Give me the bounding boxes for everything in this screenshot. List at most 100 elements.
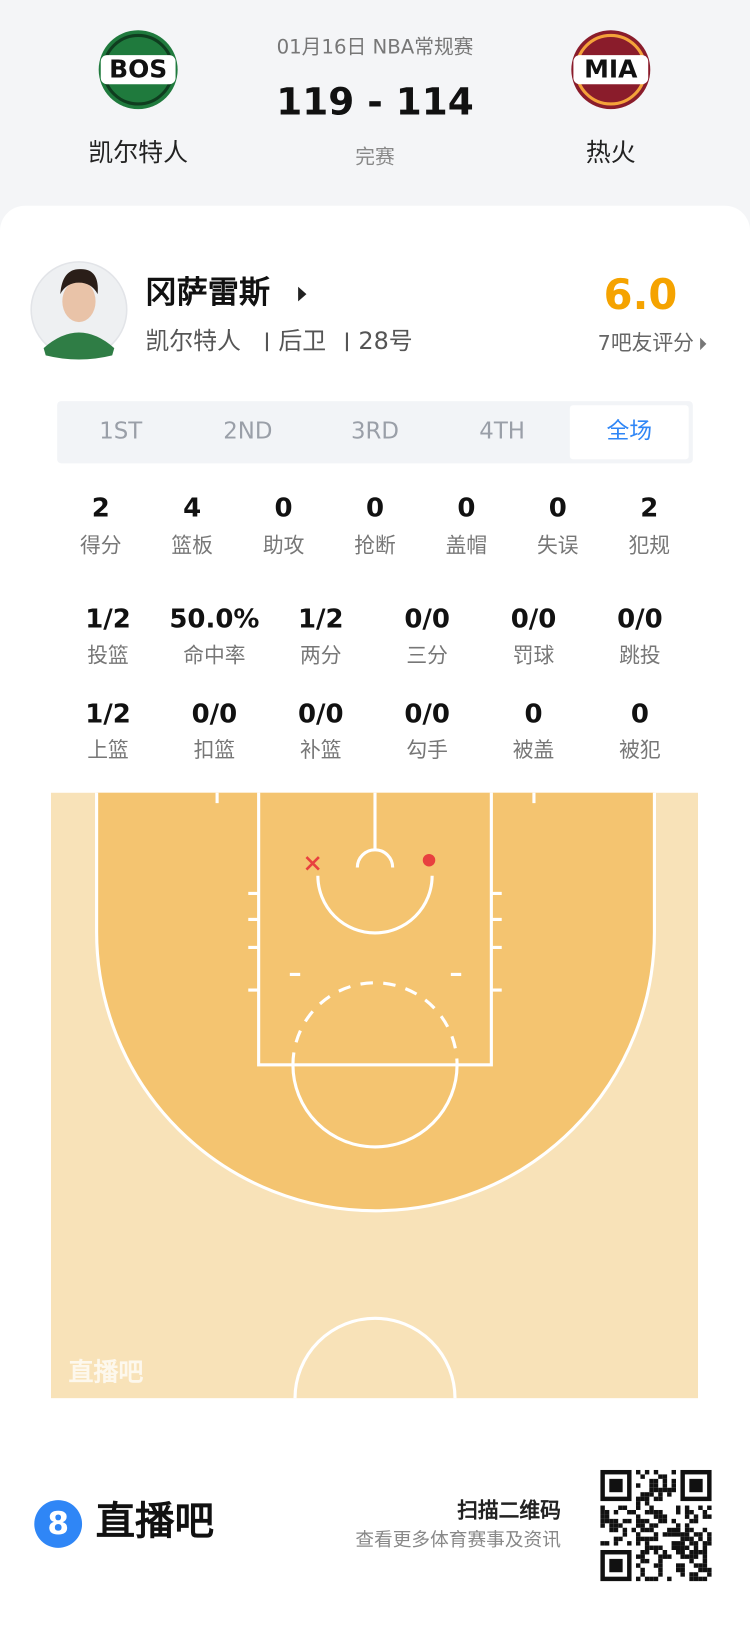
paint [257,792,493,1067]
stat-label: 被盖 [513,738,555,762]
tab[interactable]: 2ND [223,419,272,445]
shot-made [422,853,436,867]
qr-cell [675,1523,681,1528]
stat-label: 盖帽 [446,533,488,557]
tab[interactable]: 3RD [351,419,399,445]
qr-cell [649,1576,654,1582]
brand-logo [34,1500,83,1548]
qr-cell [640,1474,645,1479]
qr-cell [675,1545,681,1550]
qr-cell [702,1549,708,1555]
qr-cell [671,1518,676,1524]
tab[interactable]: 4TH [479,419,525,445]
team-logo-band [573,55,649,85]
qr-cell [671,1487,676,1493]
qr-cell [680,1554,685,1559]
qr-cell [609,1518,614,1524]
stat-label: 投篮 [87,644,129,668]
qr-cell [649,1505,654,1510]
player-name[interactable]: 冈萨雷斯 [145,275,270,311]
qr-cell [684,1514,690,1519]
stat-value: 0 [275,494,293,524]
score: 119 - 114 [276,79,474,123]
stat-value: 0 [549,494,567,524]
qr-cell [609,1523,614,1528]
qr-subtitle: 查看更多体育赛事及资讯 [355,1530,561,1551]
stat-label: 补篮 [300,738,342,762]
stat-value: 0 [457,494,475,524]
qr-cell [653,1487,659,1493]
player-team: 凯尔特人 [145,327,241,355]
qr-cell [649,1536,654,1542]
stat-label: 得分 [80,533,122,557]
qr-cell [662,1478,668,1484]
qr-cell [622,1527,628,1533]
qr-cell [680,1536,685,1542]
qr-cell [604,1509,610,1515]
qr-cell [644,1501,650,1506]
qr-cell [640,1572,645,1577]
qr-cell [649,1523,654,1528]
hash-marks [215,792,536,992]
qr-cell [689,1541,694,1546]
tab[interactable]: 1ST [99,419,143,445]
stat-label: 两分 [300,644,342,668]
qr-cell [671,1483,676,1488]
qr-cell [649,1509,654,1515]
qr-cell [702,1554,708,1559]
stat-label: 失误 [537,533,579,557]
qr-cell [662,1514,668,1519]
qr-finder-core [609,1478,623,1493]
qr-cell [689,1549,694,1555]
qr-cell [658,1487,663,1493]
qr-finder-core [689,1478,703,1493]
qr-cell [702,1509,708,1515]
qr-cell [644,1545,650,1550]
qr-cell [707,1572,712,1577]
qr-cell [600,1509,605,1515]
qr-cell [702,1527,708,1533]
qr-cell [635,1541,641,1546]
qr-cell [627,1509,632,1515]
qr-cell [662,1474,668,1479]
qr-title: 扫描二维码 [457,1499,561,1523]
qr-cell [618,1505,623,1510]
qr-cell [644,1576,650,1582]
qr-cell [604,1518,610,1524]
free-throw-circle [291,1064,459,1149]
qr-cell [667,1576,672,1582]
qr-cell [667,1487,672,1493]
qr-cell [658,1518,663,1524]
qr-cell [635,1501,641,1506]
qr-cell [640,1554,645,1559]
qr-cell [635,1496,641,1502]
qr-cell [689,1527,694,1533]
qr-cell [658,1554,663,1559]
qr-cell [675,1532,681,1537]
qr-cell [671,1532,676,1537]
qr-cell [667,1532,672,1537]
qr-cell [635,1536,641,1542]
qr-cell [649,1487,654,1493]
three-point-line [95,792,656,1213]
qr-cell [680,1532,685,1537]
qr-cell [671,1478,676,1484]
qr-cell [644,1469,650,1475]
qr-cell [693,1572,699,1577]
qr-cell [640,1523,645,1528]
tab-bar [57,401,693,464]
shot-missed [305,856,320,871]
tab[interactable]: 全场 [606,419,652,445]
stat-label: 跳投 [619,644,661,668]
qr-cell [702,1558,708,1564]
stat-label: 被犯 [619,738,661,762]
qr-cell [635,1576,641,1582]
stat-label: 篮板 [171,533,213,557]
court-inside [96,792,655,1211]
stat-value: 0/0 [404,605,450,635]
rating-label[interactable]: 7吧友评分 [598,331,694,355]
qr-cell [649,1483,654,1488]
qr-cell [689,1572,694,1577]
qr-cell [635,1469,641,1475]
qr-cell [653,1483,659,1488]
